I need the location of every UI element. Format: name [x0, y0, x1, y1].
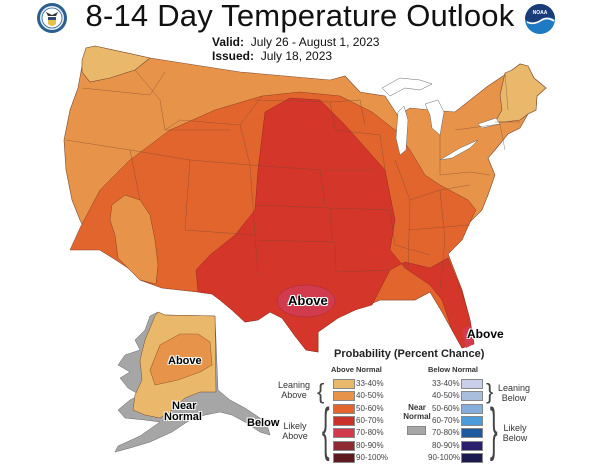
pct-above-60-70: 60-70% [356, 416, 384, 425]
likely-below-line2: Below [502, 433, 528, 443]
label-near-alaska: Near [172, 400, 197, 412]
page-title: 8-14 Day Temperature Outlook [85, 0, 515, 33]
leaning-above-line1: Leaning [277, 380, 311, 390]
pct-below-50-60: 50-60% [432, 404, 460, 413]
swatch-below-40-50 [461, 391, 483, 401]
region-70-80-florida [462, 325, 474, 348]
swatch-above-70-80 [333, 428, 355, 438]
swatch-near-normal [407, 426, 426, 435]
brace-likely-above: { [321, 397, 330, 462]
conus [63, 45, 547, 353]
lake-erie [439, 139, 479, 161]
swatch-below-90-100 [461, 453, 483, 463]
swatch-below-80-90 [461, 441, 483, 451]
label-above-florida: Above [467, 327, 504, 341]
issued-value: July 18, 2023 [260, 49, 333, 63]
pct-below-80-90: 80-90% [432, 441, 460, 450]
swatch-above-80-90 [333, 441, 355, 451]
pct-below-40-50: 40-50% [432, 391, 460, 400]
probability-legend: Probability (Percent Chance) Above Norma… [262, 344, 600, 465]
valid-label: Valid: [212, 35, 245, 49]
swatch-above-40-50 [333, 391, 355, 401]
pct-below-60-70: 60-70% [432, 416, 460, 425]
alaska [114, 311, 271, 453]
pct-above-40-50: 40-50% [356, 391, 384, 400]
brace-likely-below: } [489, 397, 498, 462]
lake-superior [381, 77, 433, 97]
label-above-texas: Above [288, 293, 328, 308]
swatch-above-90-100 [333, 453, 355, 463]
issued-label: Issued: [212, 49, 255, 63]
pct-above-90-100: 90-100% [356, 453, 389, 462]
pct-below-70-80: 70-80% [432, 428, 460, 437]
likely-above-line1: Likely [283, 421, 307, 431]
swatch-below-60-70 [461, 416, 483, 426]
commerce-seal-icon [36, 2, 68, 39]
valid-value: July 26 - August 1, 2023 [250, 35, 380, 49]
label-below-alaska: Below [247, 417, 280, 429]
brace-leaning-above: { [317, 379, 325, 404]
pct-below-33-40: 33-40% [432, 379, 460, 388]
label-normal-alaska: Normal [164, 411, 202, 423]
label-above-alaska: Above [168, 355, 202, 367]
leaning-above-line2: Above [281, 390, 307, 400]
state-borders [65, 69, 520, 291]
leaning-above-label: Leaning Above [274, 380, 314, 400]
near-normal-label: Near Normal [402, 403, 432, 421]
swatch-below-33-40 [461, 379, 483, 389]
pct-above-70-80: 70-80% [356, 428, 384, 437]
leaning-below-line1: Leaning [497, 383, 531, 393]
leaning-below-line2: Below [501, 393, 527, 403]
noaa-text: NOAA [533, 10, 548, 16]
likely-below-line1: Likely [503, 423, 527, 433]
noaa-logo-icon: NOAA [524, 3, 556, 40]
swatch-above-60-70 [333, 416, 355, 426]
near-normal-line2: Normal [403, 412, 431, 421]
region-33-40-northeast [494, 63, 547, 123]
region-70-80-texas [276, 284, 336, 318]
swatch-below-50-60 [461, 404, 483, 414]
brace-leaning-below: } [486, 379, 494, 404]
likely-above-label: Likely Above [276, 421, 314, 441]
pct-above-33-40: 33-40% [356, 379, 384, 388]
likely-above-line2: Above [282, 431, 308, 441]
swatch-below-70-80 [461, 428, 483, 438]
region-40-50-southwest [109, 194, 159, 285]
pct-above-50-60: 50-60% [356, 404, 384, 413]
above-normal-header: Above Normal [331, 365, 382, 374]
legend-title: Probability (Percent Chance) [334, 348, 485, 360]
issued-date: Issued: July 18, 2023 [212, 49, 332, 63]
alaska-40-50 [149, 333, 213, 386]
leaning-below-label: Leaning Below [494, 383, 534, 403]
pct-above-80-90: 80-90% [356, 441, 384, 450]
valid-dates: Valid: July 26 - August 1, 2023 [212, 35, 379, 49]
swatch-above-50-60 [333, 404, 355, 414]
region-60-70 [195, 97, 475, 353]
likely-below-label: Likely Below [496, 423, 534, 443]
near-normal-line1: Near [408, 403, 426, 412]
lake-michigan [395, 105, 409, 156]
below-normal-header: Below Normal [428, 365, 479, 374]
swatch-above-33-40 [333, 379, 355, 389]
region-33-40-pacific-nw [81, 45, 151, 83]
pct-below-90-100: 90-100% [428, 453, 461, 462]
